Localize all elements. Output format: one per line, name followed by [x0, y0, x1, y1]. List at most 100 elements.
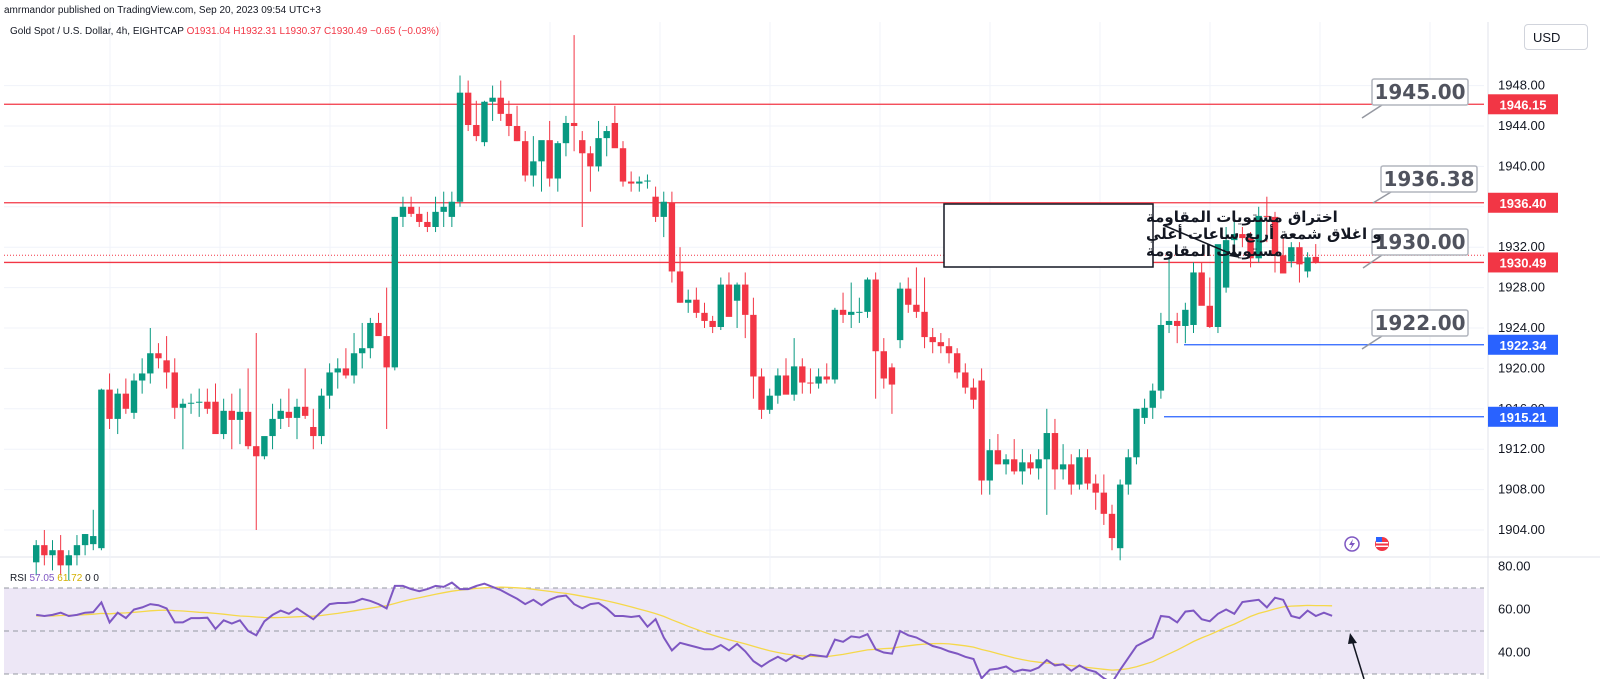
candle-up[interactable] [1222, 240, 1230, 288]
candle-up[interactable] [293, 406, 301, 418]
candle-up[interactable] [130, 380, 138, 413]
candle-up[interactable] [595, 138, 602, 167]
candle-down[interactable] [1027, 462, 1034, 469]
candle-up[interactable] [603, 131, 610, 139]
candle-up[interactable] [1035, 459, 1042, 469]
candle-down[interactable] [155, 353, 162, 359]
candle-up[interactable] [1304, 257, 1311, 272]
candle-down[interactable] [1247, 238, 1254, 259]
candlestick-series[interactable] [33, 35, 1319, 581]
candle-up[interactable] [334, 368, 341, 373]
candle-down[interactable] [497, 97, 504, 114]
candle-down[interactable] [310, 426, 317, 437]
candle-down[interactable] [742, 284, 749, 315]
candle-down[interactable] [244, 411, 252, 447]
candle-down[interactable] [163, 360, 170, 373]
candle-down[interactable] [1239, 234, 1246, 239]
candle-down[interactable] [913, 304, 920, 312]
candle-down[interactable] [725, 284, 733, 317]
candle-up[interactable] [790, 366, 798, 395]
candle-down[interactable] [424, 221, 431, 227]
candle-down[interactable] [807, 382, 814, 384]
candle-up[interactable] [896, 288, 904, 341]
candle-down[interactable] [1108, 513, 1116, 539]
us-flag-icon[interactable] [1375, 537, 1389, 551]
candle-up[interactable] [1214, 244, 1222, 327]
candle-up[interactable] [196, 401, 203, 403]
candle-up[interactable] [65, 555, 72, 566]
candle-up[interactable] [114, 393, 121, 419]
candle-down[interactable] [579, 140, 586, 154]
candle-up[interactable] [1157, 324, 1165, 391]
candle-down[interactable] [953, 353, 961, 373]
candle-up[interactable] [220, 410, 227, 435]
candle-up[interactable] [432, 211, 439, 227]
candle-up[interactable] [489, 97, 496, 102]
currency-button[interactable]: USD [1524, 24, 1588, 50]
rsi-line[interactable] [36, 581, 1333, 679]
candle-up[interactable] [481, 101, 488, 143]
candle-up[interactable] [1231, 234, 1238, 241]
candle-up[interactable] [1076, 457, 1083, 485]
price-callout[interactable]: 1936.38 [1372, 165, 1478, 204]
candle-down[interactable] [1092, 483, 1099, 493]
candle-up[interactable] [326, 372, 333, 396]
candle-up[interactable] [1043, 433, 1050, 460]
candle-down[interactable] [888, 367, 896, 385]
candle-up[interactable] [73, 545, 81, 556]
candle-up[interactable] [815, 376, 822, 384]
candle-down[interactable] [41, 545, 48, 556]
candle-down[interactable] [693, 299, 700, 313]
candle-up[interactable] [1002, 459, 1010, 465]
candle-up[interactable] [277, 410, 284, 419]
candle-up[interactable] [261, 436, 268, 457]
candle-down[interactable] [228, 410, 235, 420]
candle-up[interactable] [236, 411, 244, 420]
candle-up[interactable] [554, 143, 561, 179]
candle-down[interactable] [937, 342, 945, 347]
candle-down[interactable] [1068, 464, 1075, 485]
candle-up[interactable] [359, 348, 366, 354]
candle-down[interactable] [782, 375, 790, 395]
candle-down[interactable] [970, 387, 977, 400]
candle-down[interactable] [1271, 216, 1279, 256]
candle-down[interactable] [473, 124, 480, 137]
candle-down[interactable] [619, 148, 627, 182]
candle-up[interactable] [530, 161, 537, 176]
price-callouts[interactable]: 1945.00 1936.38 1930.00 1922.00 [1361, 78, 1478, 350]
candle-down[interactable] [823, 376, 830, 380]
level-price-tag[interactable] [1488, 94, 1558, 115]
candle-down[interactable] [285, 411, 293, 418]
candle-down[interactable] [872, 279, 879, 352]
candle-up[interactable] [831, 309, 839, 380]
candle-down[interactable] [668, 202, 676, 272]
candle-up[interactable] [318, 395, 325, 437]
price-axis[interactable]: 1904.001908.001912.001916.001920.001924.… [1488, 78, 1558, 660]
candle-up[interactable] [1165, 320, 1173, 325]
candle-up[interactable] [1288, 247, 1295, 262]
candle-down[interactable] [342, 368, 350, 376]
candle-down[interactable] [522, 141, 529, 176]
candle-up[interactable] [1019, 462, 1026, 472]
candle-down[interactable] [905, 288, 912, 305]
candle-up[interactable] [562, 122, 570, 144]
candle-up[interactable] [733, 284, 741, 301]
candle-down[interactable] [1174, 320, 1181, 326]
candle-down[interactable] [587, 153, 594, 167]
candle-down[interactable] [839, 309, 847, 315]
candle-down[interactable] [978, 380, 985, 481]
candle-up[interactable] [1059, 464, 1067, 470]
candle-down[interactable] [676, 271, 684, 303]
candle-up[interactable] [399, 206, 407, 217]
candle-down[interactable] [1084, 457, 1091, 484]
candle-down[interactable] [106, 389, 113, 419]
symbol-legend[interactable]: Gold Spot / U.S. Dollar, 4h, EIGHTCAP O1… [10, 26, 439, 37]
candle-down[interactable] [1100, 492, 1108, 514]
level-price-tag[interactable] [1488, 334, 1558, 355]
candle-down[interactable] [204, 401, 211, 409]
candle-up[interactable] [391, 216, 398, 368]
candle-down[interactable] [962, 372, 969, 388]
candle-down[interactable] [709, 320, 716, 327]
candle-up[interactable] [1182, 309, 1189, 326]
